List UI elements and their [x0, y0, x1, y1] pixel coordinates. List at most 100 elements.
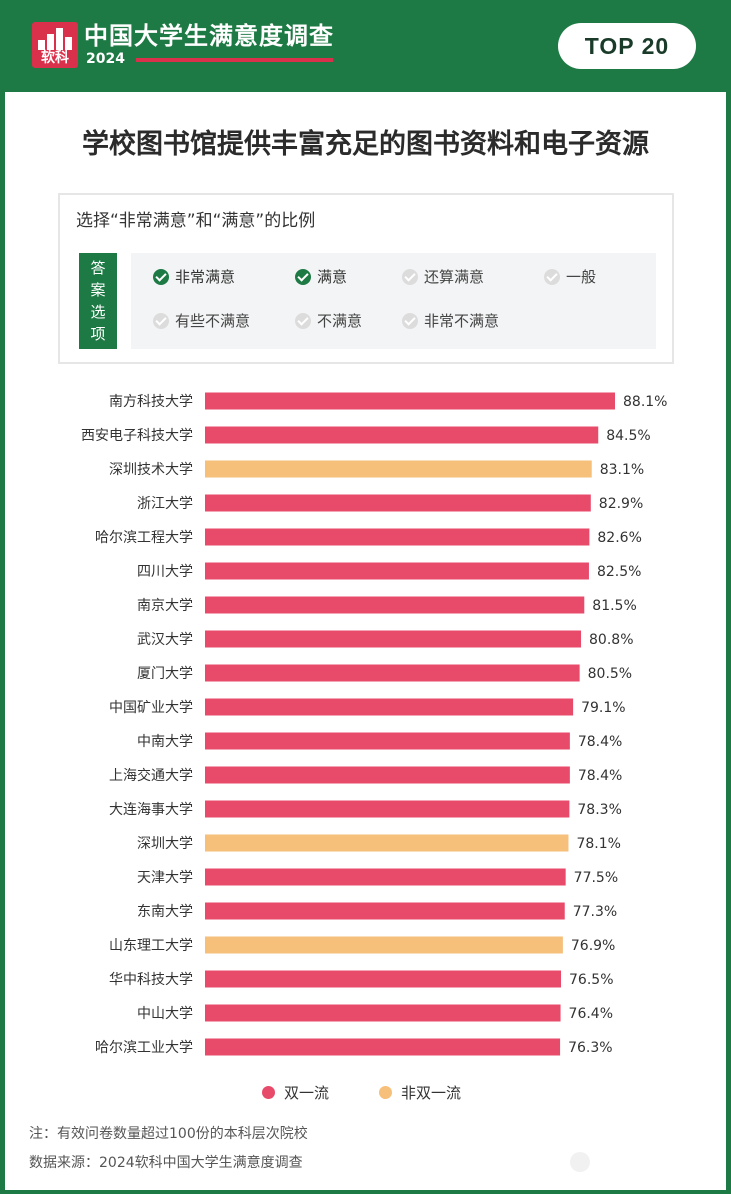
option-label: 还算满意	[424, 268, 485, 286]
logo-text: 软科	[41, 50, 69, 66]
data-label: 82.5%	[597, 564, 641, 580]
option-dissatisfied: 不满意	[295, 307, 362, 335]
bar	[205, 630, 582, 648]
answer-options-tag: 答案选项	[79, 253, 117, 349]
bar-chart: 南方科技大学 88.1% 西安电子科技大学 84.5% 深圳技术大学 83.1% 浙江大学 8…	[81, 392, 667, 1056]
chart-card: 学校图书馆提供丰富充足的图书资料和电子资源 选择“非常满意”和“满意”的比例 答…	[5, 92, 726, 1190]
bar	[205, 664, 580, 682]
survey-year: 2024	[86, 51, 125, 67]
option-somewhat-dissatisfied: 有些不满意	[153, 307, 250, 335]
option-label: 不满意	[317, 312, 363, 330]
category-label: 东南大学	[137, 904, 193, 920]
title-underline	[136, 58, 333, 62]
unchecked-icon	[544, 269, 560, 285]
page-header: 软科 中国大学生满意度调查 2024 TOP 20	[0, 0, 731, 92]
bar	[205, 732, 570, 750]
category-label: 华中科技大学	[109, 972, 193, 988]
category-label: 中南大学	[137, 734, 193, 750]
unchecked-icon	[402, 269, 418, 285]
option-satisfied: 满意	[295, 263, 347, 291]
category-label: 深圳大学	[137, 836, 193, 852]
bar	[205, 460, 592, 478]
data-label: 80.8%	[589, 632, 633, 648]
answer-options-panel: 非常满意 满意 还算满意 一般 有些不满意 不满意 非常不满意	[131, 253, 656, 349]
data-label: 77.3%	[573, 904, 617, 920]
category-label: 浙江大学	[137, 496, 193, 512]
category-label: 南京大学	[137, 598, 193, 614]
option-very-dissatisfied: 非常不满意	[402, 307, 499, 335]
data-label: 77.5%	[574, 870, 618, 886]
watermark-dot	[570, 1152, 590, 1172]
data-source: 数据来源：2024软科中国大学生满意度调查	[29, 1155, 303, 1171]
bar	[205, 1004, 561, 1022]
bar	[205, 1038, 561, 1056]
legend-item-double-first-class: 双一流	[262, 1082, 329, 1104]
check-icon	[153, 269, 169, 285]
option-fairly-satisfied: 还算满意	[402, 263, 484, 291]
data-label: 82.6%	[597, 530, 641, 546]
option-label: 满意	[317, 268, 348, 286]
bar	[205, 868, 566, 886]
category-label: 大连海事大学	[109, 802, 193, 818]
bar	[205, 970, 562, 988]
option-very-satisfied: 非常满意	[153, 263, 235, 291]
category-label: 中国矿业大学	[109, 700, 193, 716]
bar	[205, 392, 615, 410]
data-label: 88.1%	[623, 394, 667, 410]
category-label: 哈尔滨工业大学	[95, 1040, 193, 1056]
survey-title: 中国大学生满意度调查	[84, 22, 334, 50]
category-label: 上海交通大学	[109, 767, 193, 784]
option-label: 一般	[566, 268, 597, 286]
data-label: 78.4%	[578, 734, 622, 750]
answer-options-tag-text: 答案选项	[90, 259, 106, 343]
category-label: 西安电子科技大学	[81, 428, 193, 444]
legend-swatch	[262, 1086, 275, 1099]
data-label: 81.5%	[592, 598, 636, 614]
legend-label: 双一流	[284, 1084, 330, 1102]
unchecked-icon	[402, 313, 418, 329]
data-label: 80.5%	[588, 666, 632, 682]
chart-title: 学校图书馆提供丰富充足的图书资料和电子资源	[82, 129, 649, 160]
category-label: 中山大学	[137, 1006, 193, 1022]
bar	[205, 902, 565, 920]
bar	[205, 766, 570, 784]
chart-subtitle: 选择“非常满意”和“满意”的比例	[76, 211, 316, 231]
bar	[205, 834, 569, 852]
option-label: 有些不满意	[175, 312, 251, 330]
bar	[205, 528, 590, 546]
legend-swatch	[379, 1086, 392, 1099]
footnote: 注：有效问卷数量超过100份的本科层次院校	[29, 1126, 308, 1142]
data-label: 76.9%	[571, 938, 615, 954]
bar	[205, 494, 591, 512]
bar	[205, 936, 563, 954]
bar-chart-icon	[38, 28, 72, 50]
data-label: 79.1%	[581, 700, 625, 716]
legend-item-non-double-first-class: 非双一流	[379, 1082, 461, 1104]
option-label: 非常不满意	[424, 312, 500, 330]
data-label: 76.4%	[569, 1006, 613, 1022]
category-label: 四川大学	[137, 564, 193, 580]
category-label: 天津大学	[137, 870, 193, 886]
data-label: 76.5%	[569, 972, 613, 988]
unchecked-icon	[153, 313, 169, 329]
category-label: 山东理工大学	[109, 938, 193, 954]
bar	[205, 562, 589, 580]
data-label: 82.9%	[599, 496, 643, 512]
bar	[205, 698, 574, 716]
category-label: 深圳技术大学	[109, 462, 193, 478]
option-average: 一般	[544, 263, 596, 291]
answer-options-box: 选择“非常满意”和“满意”的比例 答案选项 非常满意 满意 还算满意 一般 有些…	[58, 193, 674, 364]
bar	[205, 800, 570, 818]
ranking-logo: 软科	[32, 22, 78, 68]
data-label: 84.5%	[606, 428, 650, 444]
bar	[205, 596, 585, 614]
bar	[205, 426, 599, 444]
category-label: 哈尔滨工程大学	[95, 530, 193, 546]
data-label: 78.1%	[576, 836, 620, 852]
top-badge: TOP 20	[558, 23, 696, 69]
category-label: 武汉大学	[137, 632, 193, 648]
check-icon	[295, 269, 311, 285]
data-label: 76.3%	[568, 1040, 612, 1056]
data-label: 83.1%	[600, 462, 644, 478]
category-label: 厦门大学	[137, 666, 193, 682]
